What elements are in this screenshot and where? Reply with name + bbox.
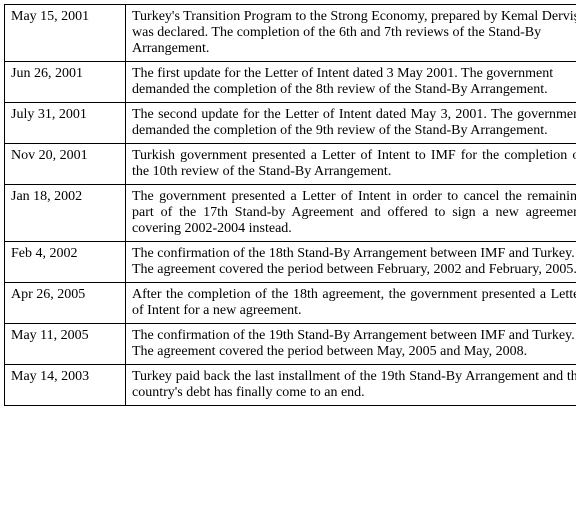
date-cell: Nov 20, 2001 [5,144,126,185]
description-cell: The confirmation of the 19th Stand-By Ar… [126,324,576,365]
table-row: May 11, 2005The confirmation of the 19th… [5,324,576,365]
table-row: Jan 18, 2002The government presented a L… [5,185,576,242]
imf-events-table: May 15, 2001Turkey's Transition Program … [4,4,576,406]
date-cell: May 11, 2005 [5,324,126,365]
date-cell: Jan 18, 2002 [5,185,126,242]
table-row: Jun 26, 2001The first update for the Let… [5,62,576,103]
description-cell: Turkey's Transition Program to the Stron… [126,5,576,62]
date-cell: May 14, 2003 [5,365,126,406]
table-body: May 15, 2001Turkey's Transition Program … [5,5,576,406]
description-cell: The confirmation of the 18th Stand-By Ar… [126,242,576,283]
table-row: Feb 4, 2002The confirmation of the 18th … [5,242,576,283]
table-row: July 31, 2001The second update for the L… [5,103,576,144]
description-cell: Turkish government presented a Letter of… [126,144,576,185]
date-cell: Apr 26, 2005 [5,283,126,324]
date-cell: July 31, 2001 [5,103,126,144]
table-row: Nov 20, 2001Turkish government presented… [5,144,576,185]
date-cell: Feb 4, 2002 [5,242,126,283]
description-cell: After the completion of the 18th agreeme… [126,283,576,324]
description-cell: The government presented a Letter of Int… [126,185,576,242]
table-row: Apr 26, 2005After the completion of the … [5,283,576,324]
date-cell: May 15, 2001 [5,5,126,62]
table-row: May 14, 2003Turkey paid back the last in… [5,365,576,406]
table-row: May 15, 2001Turkey's Transition Program … [5,5,576,62]
description-cell: The first update for the Letter of Inten… [126,62,576,103]
description-cell: The second update for the Letter of Inte… [126,103,576,144]
date-cell: Jun 26, 2001 [5,62,126,103]
description-cell: Turkey paid back the last installment of… [126,365,576,406]
